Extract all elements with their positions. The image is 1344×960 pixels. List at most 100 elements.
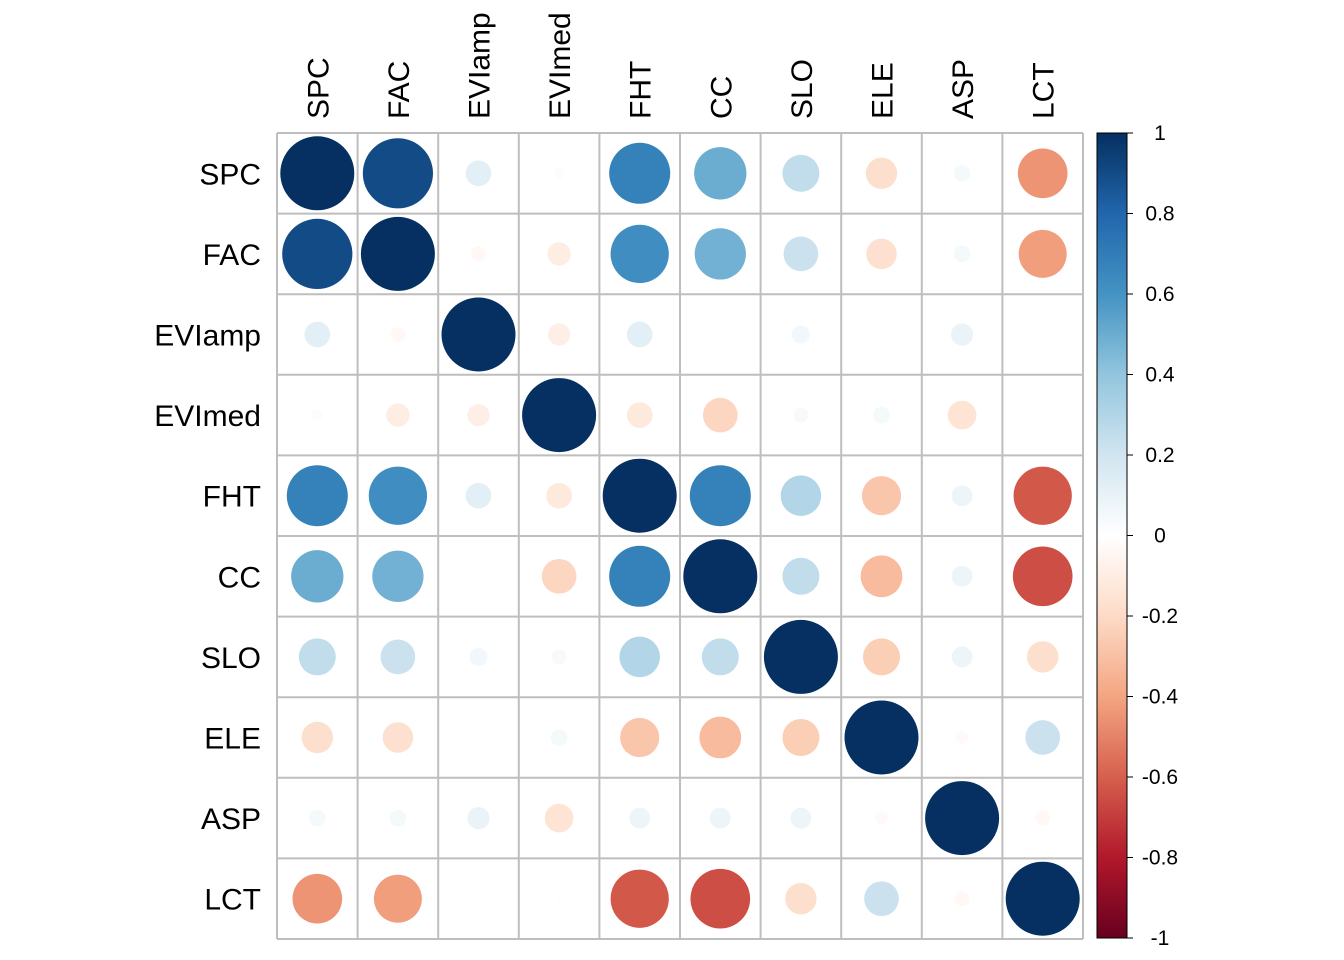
corr-circle-ASP-CC: [709, 807, 731, 829]
corr-circle-ELE-ELE: [844, 700, 919, 775]
corr-circle-FHT-CC: [689, 465, 751, 527]
corr-circle-LCT-ELE: [864, 881, 899, 917]
corr-circle-EVImed-ELE: [873, 406, 890, 424]
corr-circle-EVIamp-EVImed: [548, 323, 571, 346]
corr-circle-SLO-ASP: [951, 646, 973, 668]
corr-circle-SPC-SLO: [782, 154, 820, 192]
colorbar-tick-label: -0.2: [1142, 605, 1178, 628]
colorbar-tick-label: 0.6: [1145, 283, 1174, 306]
corr-circle-LCT-CC: [690, 868, 751, 929]
corr-circle-FAC-ELE: [866, 238, 897, 270]
corr-circle-FHT-LCT: [1013, 466, 1072, 525]
corr-circle-EVImed-SPC: [312, 409, 323, 421]
corr-circle-ELE-SPC: [301, 721, 333, 754]
corr-circle-SPC-EVImed: [553, 168, 565, 179]
corr-circle-ELE-FHT: [620, 717, 660, 758]
corr-circle-EVIamp-EVIamp: [441, 297, 516, 372]
corr-circle-ASP-EVIamp: [467, 807, 490, 830]
corr-circle-CC-CC: [683, 539, 758, 614]
colorbar-gradient: [1097, 133, 1127, 938]
corr-circle-FAC-LCT: [1018, 229, 1067, 278]
corr-circle-ELE-CC: [699, 716, 742, 759]
column-label-SLO: SLO: [786, 59, 819, 119]
row-label-LCT: LCT: [204, 884, 261, 917]
corr-circle-FHT-SPC: [286, 465, 348, 527]
corr-circle-ASP-ASP: [925, 781, 1000, 856]
row-label-EVImed: EVImed: [154, 400, 261, 433]
row-labels: SPC FAC EVIamp EVImed FHT CC SLO ELE ASP LCT: [154, 158, 261, 916]
corr-circle-FAC-EVImed: [547, 242, 571, 266]
corr-circle-LCT-SPC: [292, 873, 343, 924]
row-label-ELE: ELE: [204, 723, 261, 756]
corr-circle-ELE-ASP: [955, 731, 969, 744]
corr-circle-ASP-EVImed: [544, 803, 574, 833]
corr-circle-LCT-LCT: [1005, 861, 1080, 936]
corr-circle-SPC-CC: [694, 147, 747, 200]
colorbar-tick-label: -1: [1151, 927, 1170, 950]
corr-circle-SLO-LCT: [1027, 641, 1059, 673]
corr-circle-SLO-EVIamp: [469, 647, 488, 666]
corr-circle-LCT-ASP: [954, 891, 970, 907]
corr-circle-FAC-CC: [694, 228, 746, 280]
colorbar-tick-label: -0.6: [1142, 766, 1178, 789]
row-label-ASP: ASP: [201, 803, 261, 836]
corr-circle-ASP-LCT: [1035, 810, 1051, 826]
corr-circle-FAC-ASP: [953, 245, 971, 263]
column-label-FAC: FAC: [383, 61, 416, 119]
corr-circle-SPC-ELE: [865, 157, 898, 189]
column-label-SPC: SPC: [302, 57, 335, 119]
corr-circle-CC-ASP: [951, 565, 973, 587]
corr-circle-FHT-ASP: [951, 485, 973, 507]
column-label-CC: CC: [705, 76, 738, 119]
corr-circle-CC-ELE: [860, 555, 903, 598]
colorbar-tick-label: 1: [1154, 122, 1166, 145]
colorbar-tick-label: 0: [1154, 525, 1166, 548]
corr-circle-ASP-SLO: [790, 807, 812, 829]
corr-circle-SPC-SPC: [280, 136, 355, 211]
corr-circle-CC-SPC: [291, 550, 344, 603]
corr-circle-ASP-FHT: [629, 807, 651, 829]
corr-circle-EVImed-FHT: [626, 402, 653, 428]
corr-circle-FAC-FHT: [610, 224, 669, 284]
corr-circle-EVImed-FAC: [386, 403, 410, 427]
row-label-CC: CC: [218, 561, 261, 594]
column-label-EVImed: EVImed: [544, 12, 577, 119]
correlation-circles: [280, 136, 1080, 936]
row-label-FHT: FHT: [203, 481, 261, 514]
corr-circle-SPC-EVIamp: [465, 160, 492, 187]
corr-circle-SLO-FAC: [380, 639, 416, 675]
corr-circle-SPC-LCT: [1017, 148, 1068, 199]
corr-circle-ASP-ELE: [875, 811, 888, 825]
corr-circle-FHT-SLO: [780, 475, 822, 516]
corr-circle-FHT-FHT: [602, 458, 677, 533]
corr-circle-SPC-ASP: [953, 165, 971, 182]
corr-circle-SLO-SPC: [298, 638, 336, 676]
corr-circle-EVIamp-SPC: [304, 321, 331, 348]
column-label-LCT: LCT: [1028, 62, 1061, 119]
corr-circle-EVIamp-SLO: [791, 325, 810, 344]
corr-circle-CC-FAC: [372, 550, 424, 602]
corr-circle-CC-FHT: [609, 545, 671, 607]
row-label-SPC: SPC: [199, 158, 261, 191]
corr-circle-SLO-SLO: [763, 619, 838, 694]
grid: [276, 132, 1084, 940]
corr-circle-LCT-FHT: [610, 869, 669, 928]
column-label-ASP: ASP: [947, 59, 980, 119]
corr-circle-LCT-FAC: [373, 874, 422, 923]
corr-circle-FAC-SPC: [282, 218, 353, 289]
corr-circle-SPC-FHT: [609, 142, 671, 204]
corr-circle-CC-SLO: [782, 557, 820, 595]
colorbar-tick-label: -0.8: [1142, 847, 1178, 870]
corr-circle-LCT-SLO: [785, 883, 817, 915]
colorbar-tick-label: -0.4: [1142, 686, 1179, 709]
corr-circle-CC-EVImed: [541, 558, 577, 594]
corr-circle-ELE-EVImed: [550, 729, 568, 746]
column-labels: SPC FAC EVIamp EVImed FHT CC SLO ELE ASP LCT: [302, 12, 1060, 119]
corr-circle-ELE-LCT: [1025, 720, 1061, 755]
corr-circle-EVIamp-FAC: [390, 327, 406, 342]
corr-circle-EVImed-EVImed: [522, 378, 597, 453]
row-label-FAC: FAC: [203, 239, 261, 272]
colorbar: 1 0.8 0.6 0.4 0.2 0 -0.2 -0.4 -0.6 -0.8 -1: [1096, 122, 1179, 950]
corr-circle-SLO-EVImed: [551, 649, 567, 665]
